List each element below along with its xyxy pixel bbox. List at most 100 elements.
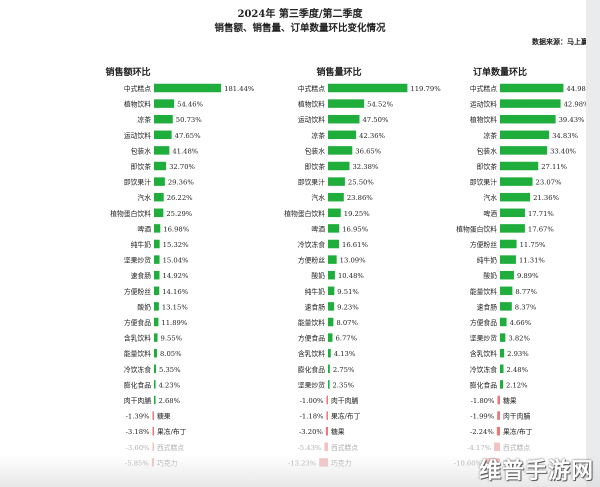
data-label: 14.92% [163,272,189,280]
bar-2-10 [328,239,340,249]
category-label: 包装水 [477,146,498,155]
bar-3-6 [500,177,533,186]
bar-2-4 [328,146,353,155]
category-label: 中式糕点 [470,84,497,93]
category-label: 糖果 [157,412,171,421]
category-label: 凉茶 [483,131,497,140]
category-label: 啤酒 [137,224,151,233]
category-label: 肉干肉脯 [503,412,530,421]
bar-3-2 [500,114,556,124]
bar-1-19 [154,380,156,389]
bar-1-2 [154,114,173,124]
category-label: 糖果 [331,427,345,436]
data-label: 16.98% [163,225,189,233]
data-label: 4.23% [159,381,181,389]
data-label: 21.36% [533,194,559,202]
data-label: 2.93% [507,350,529,358]
bar-3-12 [500,270,514,280]
bar-2-16 [328,333,333,342]
bar-3-1 [500,99,561,108]
data-label: 19.25% [344,210,370,218]
bar-2-7 [328,192,344,202]
category-label: 果冻/布丁 [157,427,187,436]
chart-2-title: 销售量环比 [316,66,361,78]
category-label: 汽水 [137,193,151,202]
bar-2-21 [326,411,328,420]
bar-1-0 [154,83,222,93]
category-label: 果冻/布丁 [503,427,533,436]
data-label: 26.22% [167,194,193,202]
bar-2-19 [328,380,330,389]
bar-1-22 [152,426,154,436]
bar-1-9 [154,224,161,233]
bar-3-20 [497,395,500,405]
bar-1-15 [154,317,159,327]
category-label: 即饮茶 [477,162,498,171]
bar-1-20 [154,395,156,405]
data-label: -3.20% [299,428,323,436]
category-label: 速食肠 [305,302,326,311]
bar-1-7 [154,192,164,202]
data-label: 17.71% [528,210,554,218]
data-label: 2.68% [159,397,181,405]
bar-2-6 [328,177,345,186]
data-label: 36.65% [355,147,381,155]
category-label: 果冻/布丁 [331,412,361,421]
category-label: 即饮茶 [131,162,152,171]
category-label: 西式糕点 [157,443,184,452]
bar-2-8 [328,208,341,218]
category-label: 膨化食品 [124,380,151,389]
data-label: -1.99% [470,413,494,421]
category-label: 能量饮料 [124,349,151,358]
category-label: 纯牛奶 [305,287,326,296]
data-label: 54.52% [367,101,393,109]
category-label: 含乳饮料 [298,349,325,358]
bar-3-0 [500,83,564,93]
category-label: 膨化食品 [298,365,325,374]
data-label: -1.80% [471,397,495,405]
category-label: 汽水 [311,193,325,202]
category-label: 能量饮料 [470,287,497,296]
data-label: 42.36% [359,132,385,140]
data-label: 23.86% [347,194,373,202]
category-label: 方便粉丝 [298,256,325,265]
bar-3-9 [500,224,525,233]
data-label: -3.18% [126,428,150,436]
data-label: 14.16% [162,288,188,296]
bar-3-15 [500,317,507,327]
data-label: 8.07% [336,319,358,327]
data-source: 数据来源：马上赢 [532,37,588,46]
category-label: 方便粉丝 [470,240,497,249]
bar-2-5 [328,161,350,171]
data-label: 47.65% [175,132,201,140]
bar-3-19 [500,380,503,389]
data-label: 181.44% [224,85,255,93]
bar-2-2 [328,114,360,124]
bar-3-18 [500,364,504,374]
bar-2-18 [328,364,330,374]
category-label: 速食肠 [477,302,498,311]
bar-3-8 [500,208,525,218]
data-label: 9.51% [337,288,359,296]
bar-2-20 [326,395,328,405]
category-label: 植物饮料 [124,100,151,109]
bar-1-1 [154,99,175,108]
bar-1-5 [154,161,167,171]
bar-2-17 [328,348,331,358]
watermark-logo: 维普手游网 [478,459,594,484]
bottom-fade [0,455,600,487]
data-label: 5.35% [159,366,181,374]
category-label: 酸奶 [311,271,325,280]
data-label: 2.35% [333,381,355,389]
data-label: 11.75% [520,241,546,249]
bar-1-21 [152,411,154,420]
data-label: 11.89% [161,319,187,327]
category-label: 方便粉丝 [124,287,151,296]
chart-title-line1: 2024年 第三季度/第二季度 [237,9,363,20]
category-label: 即饮果汁 [298,178,325,187]
data-label: 39.43% [559,116,585,124]
category-label: 冷饮冻食 [470,365,497,374]
category-label: 啤酒 [311,224,325,233]
